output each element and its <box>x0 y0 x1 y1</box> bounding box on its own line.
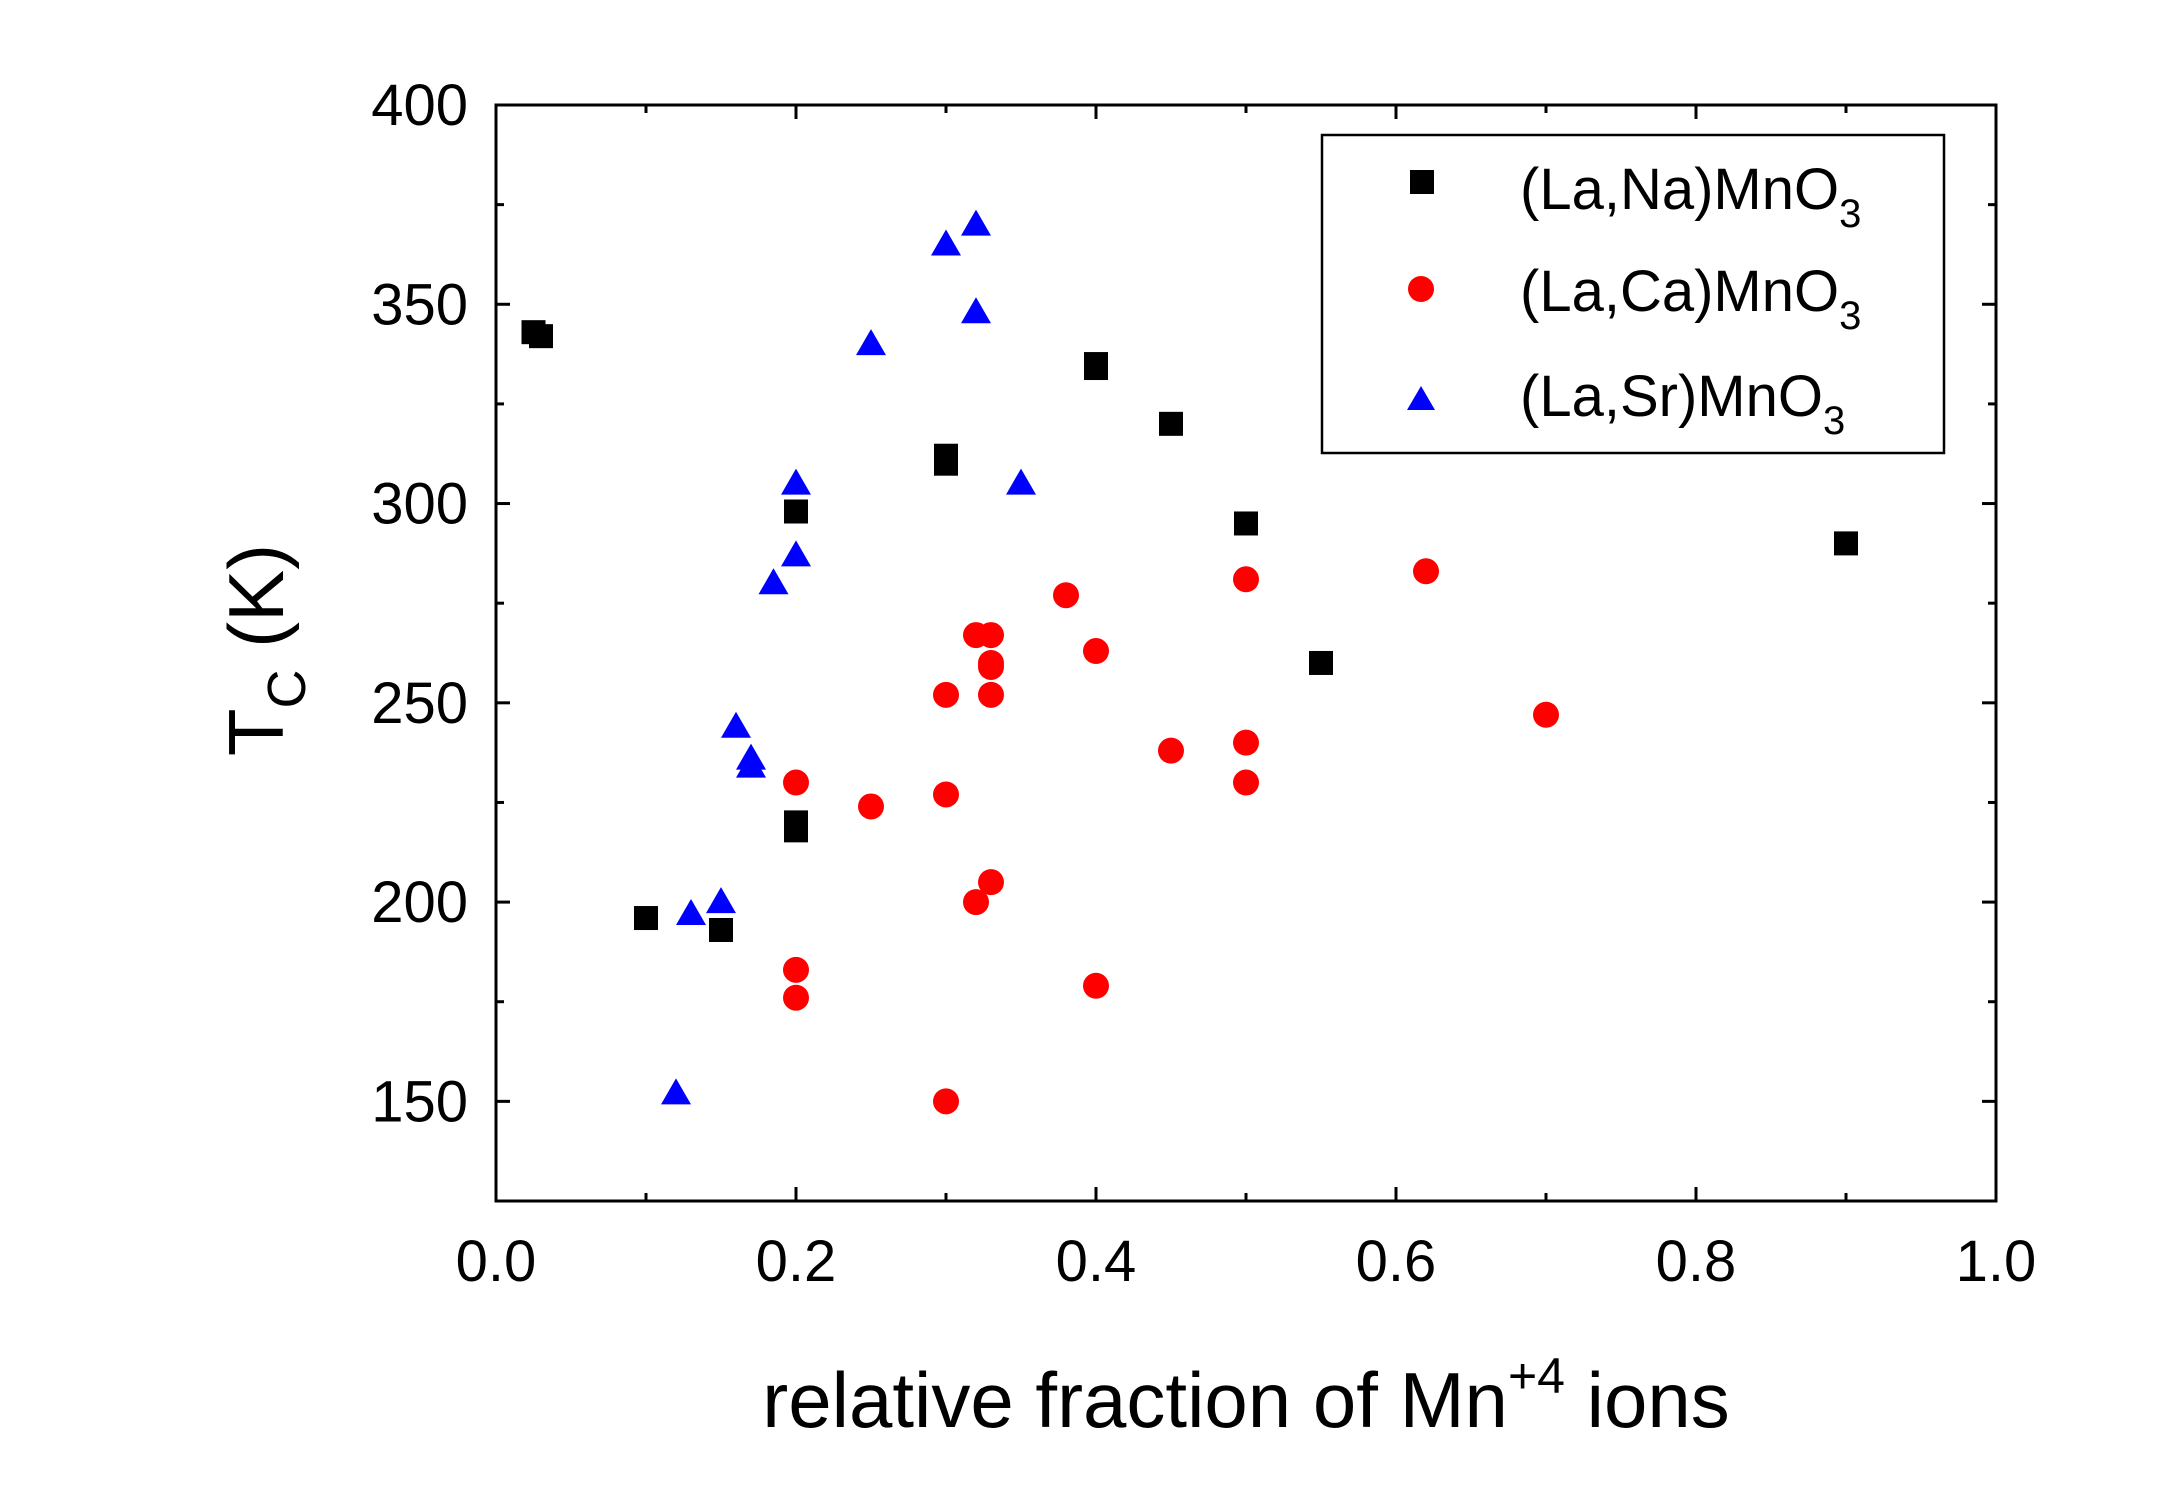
data-point-circle <box>978 681 1004 708</box>
data-point-square <box>1084 356 1108 381</box>
data-point-circle <box>1533 701 1559 728</box>
data-point-triangle <box>781 540 811 567</box>
data-point-triangle <box>676 899 706 926</box>
y-tick-label: 250 <box>371 671 468 736</box>
data-point-triangle <box>706 887 736 914</box>
x-tick-label: 0.4 <box>1056 1229 1137 1294</box>
legend-label-la-ca: (La,Ca)MnO3 <box>1520 259 1861 338</box>
x-tick-label: 0.0 <box>456 1229 537 1294</box>
legend-marker-circle <box>1408 276 1434 302</box>
y-tick-label: 350 <box>371 272 468 337</box>
data-point-square <box>709 917 733 942</box>
data-point-square <box>1309 650 1333 675</box>
data-point-triangle <box>931 229 961 256</box>
legend: (La,Na)MnO3 (La,Ca)MnO3 (La,Sr)MnO3 <box>1320 133 1946 455</box>
data-point-square <box>1159 411 1183 436</box>
data-points <box>521 209 1858 1115</box>
data-point-triangle <box>721 711 751 738</box>
data-point-circle <box>1233 729 1259 756</box>
data-point-triangle <box>856 329 886 356</box>
data-point-triangle <box>1006 468 1036 495</box>
data-point-circle <box>978 622 1004 649</box>
data-point-triangle <box>781 468 811 495</box>
data-point-triangle <box>758 568 789 595</box>
data-point-circle <box>858 793 884 820</box>
data-point-square <box>784 499 808 524</box>
data-point-triangle <box>961 297 991 324</box>
data-point-circle <box>1233 566 1259 593</box>
data-point-circle <box>1053 582 1079 609</box>
y-axis-title: TC (K) <box>212 544 317 756</box>
data-point-square <box>934 451 958 476</box>
data-point-circle <box>933 681 959 708</box>
data-point-circle <box>783 769 809 796</box>
data-point-square <box>1834 531 1858 556</box>
data-point-circle <box>1083 972 1109 999</box>
y-tick-label: 200 <box>371 870 468 935</box>
data-point-circle <box>1158 737 1184 764</box>
data-point-circle <box>1413 558 1439 585</box>
x-tick-label: 0.6 <box>1356 1229 1437 1294</box>
data-point-circle <box>1083 638 1109 665</box>
legend-marker-square <box>1410 170 1434 194</box>
data-point-circle <box>1233 769 1259 796</box>
x-axis-ticks: 0.0 0.2 0.4 0.6 0.8 1.0 <box>456 105 2037 1294</box>
data-point-circle <box>978 653 1004 680</box>
svg-text:TC (K): TC (K) <box>212 544 317 756</box>
data-point-triangle <box>661 1078 691 1105</box>
data-point-triangle <box>961 209 991 236</box>
data-point-square <box>634 906 658 931</box>
x-tick-label: 0.8 <box>1656 1229 1737 1294</box>
data-point-square <box>529 324 553 349</box>
data-point-triangle <box>736 751 766 778</box>
data-point-square <box>784 818 808 843</box>
data-point-circle <box>933 781 959 808</box>
data-point-circle <box>783 984 809 1011</box>
data-point-circle <box>978 869 1004 896</box>
x-axis-title: relative fraction of Mn+4 ions <box>762 1348 1729 1444</box>
data-point-circle <box>963 889 989 916</box>
legend-label-la-na: (La,Na)MnO3 <box>1520 157 1861 236</box>
data-point-circle <box>783 956 809 983</box>
legend-marker-triangle <box>1407 386 1435 410</box>
y-axis-ticks: 150 200 250 300 350 400 <box>371 73 1996 1203</box>
data-point-square <box>1234 511 1258 536</box>
y-tick-label: 150 <box>371 1069 468 1134</box>
legend-label-la-sr: (La,Sr)MnO3 <box>1520 364 1845 443</box>
y-tick-label: 400 <box>371 73 468 138</box>
x-tick-label: 0.2 <box>756 1229 837 1294</box>
y-tick-label: 300 <box>371 472 468 537</box>
x-tick-label: 1.0 <box>1956 1229 2037 1294</box>
data-point-circle <box>933 1088 959 1115</box>
